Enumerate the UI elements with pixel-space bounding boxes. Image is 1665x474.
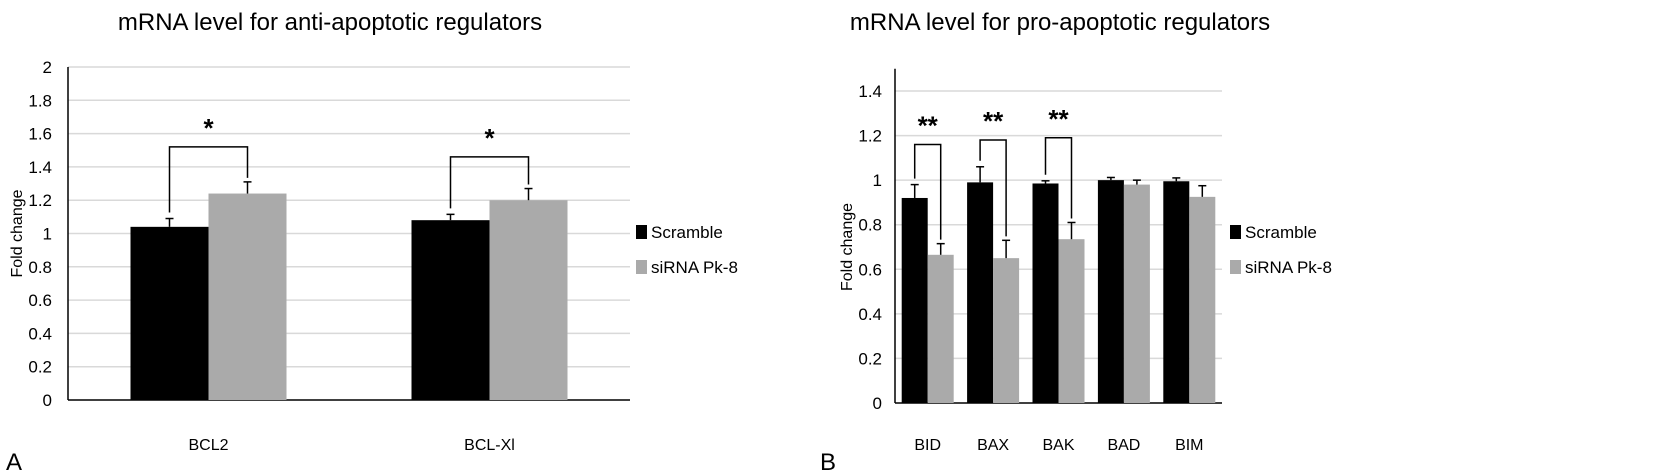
chart-title: mRNA level for anti-apoptotic regulators (118, 9, 542, 36)
y-tick-label: 0.6 (28, 291, 52, 310)
significance-label: * (203, 113, 214, 143)
y-tick-label: 0.6 (858, 260, 882, 279)
y-tick-label: 0 (43, 391, 52, 410)
chart-panel-b: mRNA level for pro-apoptotic regulators 0… (820, 9, 1332, 474)
significance-bracket (979, 139, 1007, 237)
chart-title: mRNA level for pro-apoptotic regulators (850, 9, 1270, 36)
x-tick-label: BAD (1107, 437, 1140, 454)
y-tick-label: 1 (873, 171, 882, 190)
bar-sirna-pk-8 (927, 254, 954, 403)
y-tick-label: 2 (43, 58, 52, 77)
y-tick-label: 0.2 (858, 349, 882, 368)
significance-bracket (1044, 137, 1073, 219)
significance-label: ** (983, 106, 1004, 136)
y-tick-label: 1.2 (28, 191, 52, 210)
y-tick-label: 1.4 (858, 82, 882, 101)
y-tick-label: 1 (43, 225, 52, 244)
bar-sirna-pk-8 (489, 200, 568, 400)
bar-sirna-pk-8 (1058, 239, 1085, 403)
y-tick-label: 0.4 (28, 324, 52, 343)
y-tick-label: 0.4 (858, 305, 882, 324)
bar-sirna-pk-8 (1189, 196, 1216, 403)
legend-label: siRNA Pk-8 (651, 258, 738, 277)
significance-label: ** (918, 110, 939, 140)
legend-label: Scramble (651, 223, 723, 242)
x-tick-label: BIM (1175, 437, 1203, 454)
x-tick-label: BCL-Xl (464, 437, 515, 454)
y-tick-label: 1.6 (28, 125, 52, 144)
legend-swatch (1230, 260, 1241, 274)
bar-sirna-pk-8 (993, 258, 1020, 403)
bar-scramble (1032, 183, 1059, 403)
y-tick-label: 1.8 (28, 91, 52, 110)
bar-scramble (1163, 181, 1190, 403)
y-tick-label: 1.4 (28, 158, 52, 177)
y-tick-label: 0.8 (858, 216, 882, 235)
bar-scramble (901, 197, 928, 403)
legend-swatch (636, 260, 647, 274)
panel-label: B (820, 449, 836, 474)
significance-label: ** (1048, 104, 1069, 134)
legend-label: Scramble (1245, 223, 1317, 242)
legend-swatch (1230, 225, 1241, 239)
y-tick-label: 0 (873, 394, 882, 413)
y-tick-label: 1.2 (858, 127, 882, 146)
x-tick-label: BAK (1042, 437, 1074, 454)
x-tick-label: BID (914, 437, 941, 454)
panel-label: A (6, 449, 22, 474)
x-tick-label: BCL2 (188, 437, 228, 454)
significance-label: * (484, 123, 495, 153)
legend-label: siRNA Pk-8 (1245, 258, 1332, 277)
bar-scramble (967, 182, 994, 403)
significance-bracket (913, 143, 942, 240)
bar-scramble (411, 220, 490, 400)
bar-sirna-pk-8 (1123, 184, 1150, 403)
bar-sirna-pk-8 (208, 193, 287, 400)
y-tick-label: 0.8 (28, 258, 52, 277)
significance-bracket (168, 146, 249, 213)
y-axis-label: Fold change (839, 203, 856, 291)
y-tick-label: 0.2 (28, 358, 52, 377)
significance-bracket (449, 156, 530, 209)
bar-scramble (130, 226, 209, 400)
chart-panel-a: mRNA level for anti-apoptotic regulators… (6, 9, 738, 474)
x-tick-label: BAX (977, 437, 1009, 454)
bar-scramble (1097, 180, 1124, 403)
y-axis-label: Fold change (9, 189, 26, 277)
legend-swatch (636, 225, 647, 239)
